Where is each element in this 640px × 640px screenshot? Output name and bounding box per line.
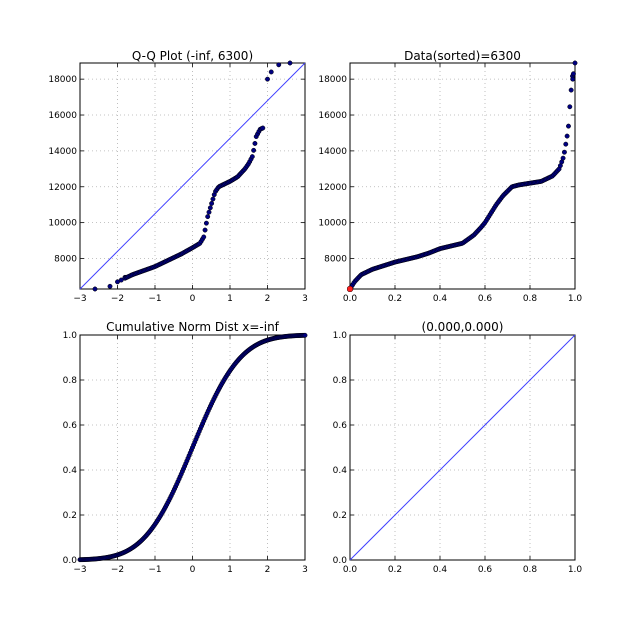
data-point xyxy=(563,141,569,147)
data-point xyxy=(570,71,576,77)
panel-cdf: Cumulative Norm Dist x=-inf −3 −2 −1 0 1 2 3 0.… xyxy=(63,320,308,575)
data-point xyxy=(566,123,571,129)
panel-sorted: Data(sorted)=6300 0.0 0.2 0.4 0.6 0.8 1.0 8000… xyxy=(318,49,582,304)
reference-line xyxy=(349,334,576,561)
y-tick-label: 0.8 xyxy=(333,376,348,386)
data-point xyxy=(302,332,308,338)
reference-line xyxy=(79,62,306,290)
data-point xyxy=(564,133,570,139)
x-tick-label: 1 xyxy=(227,565,233,575)
x-tick-label: 0 xyxy=(190,565,196,575)
data-point xyxy=(207,205,213,211)
x-tick-label: 1.0 xyxy=(568,294,583,304)
x-tick-label: 0.8 xyxy=(523,294,538,304)
data-point xyxy=(260,125,266,131)
x-tick-label: 0 xyxy=(190,294,196,304)
data-point xyxy=(268,69,274,75)
data-point xyxy=(567,104,573,110)
marks-layer xyxy=(347,60,578,292)
y-tick-label: 1.0 xyxy=(63,331,78,341)
y-tick-label: 10000 xyxy=(48,219,77,229)
data-point xyxy=(252,140,258,146)
data-point xyxy=(201,234,207,240)
marks-layer xyxy=(349,334,576,561)
data-point xyxy=(202,227,208,233)
x-tick-label: −2 xyxy=(111,294,124,304)
data-point xyxy=(561,149,567,155)
x-tick-label: 0.8 xyxy=(523,565,538,575)
data-point xyxy=(205,214,211,220)
data-point xyxy=(206,209,212,215)
y-tick-label: 0.8 xyxy=(63,376,78,386)
y-tick-label: 0.6 xyxy=(63,421,78,431)
y-tick-label: 0.4 xyxy=(333,466,348,476)
y-tick-label: 0.4 xyxy=(63,466,78,476)
y-tick-label: 16000 xyxy=(318,111,347,121)
marks-layer xyxy=(79,60,306,292)
data-point xyxy=(92,286,98,292)
data-point xyxy=(572,60,578,66)
plot-area xyxy=(349,62,576,290)
data-point xyxy=(251,147,257,153)
x-tick-label: −3 xyxy=(73,565,86,575)
x-tick-label: −1 xyxy=(148,565,161,575)
y-tick-label: 1.0 xyxy=(333,331,348,341)
x-tick-label: −2 xyxy=(111,565,124,575)
y-tick-label: 16000 xyxy=(48,111,77,121)
data-point xyxy=(287,60,293,66)
x-tick-label: 0.0 xyxy=(343,565,358,575)
x-tick-label: −3 xyxy=(73,294,86,304)
y-tick-label: 18000 xyxy=(48,75,77,85)
data-point xyxy=(560,155,566,161)
data-point xyxy=(570,76,576,82)
data-point xyxy=(209,200,215,206)
y-tick-label: 14000 xyxy=(48,147,77,157)
x-tick-label: 0.6 xyxy=(478,565,493,575)
highlight-point xyxy=(347,285,354,292)
data-point xyxy=(107,283,113,289)
y-tick-label: 0.0 xyxy=(333,556,348,566)
x-tick-label: 0.2 xyxy=(388,565,402,575)
x-tick-label: 0.2 xyxy=(388,294,402,304)
data-point xyxy=(265,76,270,82)
y-tick-label: 0.2 xyxy=(333,511,347,521)
data-point xyxy=(203,220,209,226)
marks-layer xyxy=(77,332,308,563)
x-tick-label: 2 xyxy=(265,565,271,575)
data-point xyxy=(568,87,574,93)
y-tick-label: 0.6 xyxy=(333,421,348,431)
x-tick-label: 3 xyxy=(302,294,308,304)
x-tick-label: 1 xyxy=(227,294,233,304)
x-tick-label: 2 xyxy=(265,294,271,304)
panel-title: (0.000,0.000) xyxy=(422,320,504,334)
y-tick-label: 8000 xyxy=(54,255,77,265)
y-tick-label: 0.0 xyxy=(63,556,78,566)
x-tick-label: 0.6 xyxy=(478,294,493,304)
y-tick-label: 0.2 xyxy=(63,511,77,521)
y-tick-label: 10000 xyxy=(318,219,347,229)
panel-title: Cumulative Norm Dist x=-inf xyxy=(106,320,280,334)
y-tick-label: 8000 xyxy=(324,255,347,265)
x-tick-label: 1.0 xyxy=(568,565,583,575)
y-tick-label: 18000 xyxy=(318,75,347,85)
panel-pp: (0.000,0.000) 0.0 0.2 0.4 0.6 0.8 1.0 0.0 0.2 0.… xyxy=(333,320,583,575)
y-tick-label: 14000 xyxy=(318,147,347,157)
x-tick-label: 0.4 xyxy=(433,565,448,575)
x-tick-label: 0.0 xyxy=(343,294,358,304)
y-tick-label: 12000 xyxy=(48,183,77,193)
panel-qq: Q-Q Plot (-inf, 6300) −3 −2 −1 0 1 2 3 8000 1000… xyxy=(48,49,308,304)
data-point xyxy=(249,154,255,160)
data-point xyxy=(210,196,216,202)
y-tick-label: 12000 xyxy=(318,183,347,193)
data-point xyxy=(276,62,282,68)
panel-title: Data(sorted)=6300 xyxy=(404,49,521,63)
x-tick-label: −1 xyxy=(148,294,161,304)
x-tick-label: 3 xyxy=(302,565,308,575)
x-tick-label: 0.4 xyxy=(433,294,448,304)
panel-title: Q-Q Plot (-inf, 6300) xyxy=(132,49,253,63)
